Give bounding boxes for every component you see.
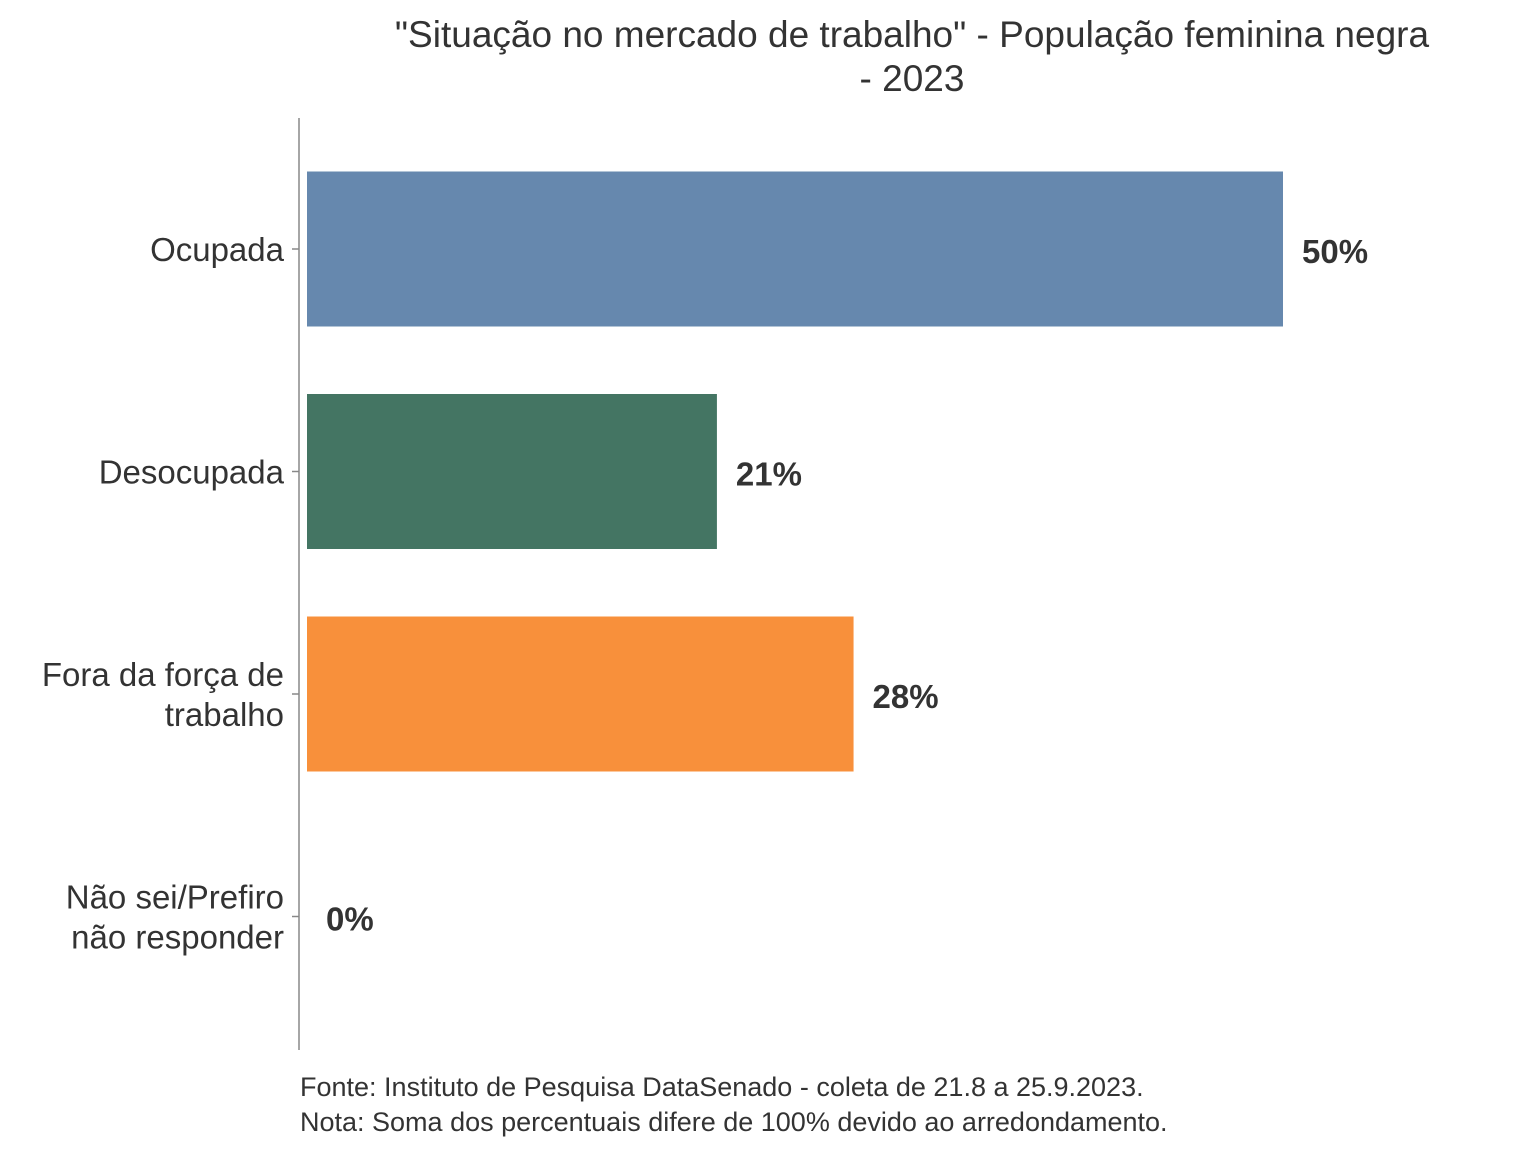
category-label-3-line-1: não responder <box>71 919 284 956</box>
category-labels-group: Ocupada Desocupada Fora da força de trabalh… <box>42 231 285 956</box>
footnotes: Fonte: Instituto de Pesquisa DataSenado … <box>300 1072 1168 1137</box>
category-label-2: Fora da força de trabalho <box>42 656 284 733</box>
bars-group <box>307 171 1283 772</box>
value-labels-group: 50% 21% 28% 0% <box>326 233 1368 938</box>
rounding-note: Nota: Soma dos percentuais difere de 100… <box>300 1107 1168 1137</box>
category-label-0: Ocupada <box>150 231 285 268</box>
value-label-3: 0% <box>326 901 374 938</box>
bar-1 <box>307 394 717 549</box>
category-label-0-line-0: Ocupada <box>150 231 285 268</box>
bar-2 <box>307 616 854 772</box>
category-label-3: Não sei/Prefiro não responder <box>66 879 284 956</box>
value-label-0: 50% <box>1302 233 1368 270</box>
source-note: Fonte: Instituto de Pesquisa DataSenado … <box>300 1072 1144 1102</box>
chart-title-line-1: "Situação no mercado de trabalho" - Popu… <box>395 14 1430 55</box>
category-label-2-line-1: trabalho <box>165 696 284 733</box>
category-label-1: Desocupada <box>99 454 285 491</box>
value-label-1: 21% <box>736 456 802 493</box>
chart-title-line-2: - 2023 <box>860 58 965 99</box>
category-label-1-line-0: Desocupada <box>99 454 285 491</box>
category-label-2-line-0: Fora da força de <box>42 656 284 693</box>
bar-0 <box>307 171 1283 327</box>
chart-title: "Situação no mercado de trabalho" - Popu… <box>395 14 1430 99</box>
y-ticks-group <box>292 248 299 918</box>
value-label-2: 28% <box>873 678 939 715</box>
category-label-3-line-0: Não sei/Prefiro <box>66 879 284 916</box>
